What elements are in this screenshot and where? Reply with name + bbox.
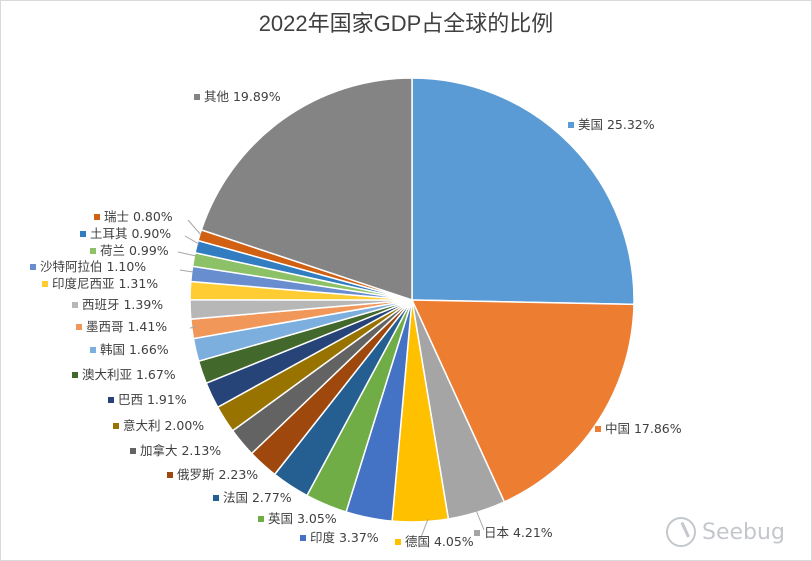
legend-swatch: [30, 264, 36, 270]
data-label: 印度尼西亚 1.31%: [52, 276, 158, 291]
legend-swatch: [108, 397, 114, 403]
legend-swatch: [258, 516, 264, 522]
legend-swatch: [42, 281, 48, 287]
leader-line: [189, 326, 197, 329]
data-label: 美国 25.32%: [578, 117, 655, 132]
legend-swatch: [300, 535, 306, 541]
data-label: 意大利 2.00%: [123, 418, 204, 433]
data-label: 沙特阿拉伯 1.10%: [40, 259, 146, 274]
leader-line: [177, 251, 197, 257]
legend-swatch: [568, 122, 574, 128]
data-label: 巴西 1.91%: [118, 392, 187, 407]
legend-swatch: [595, 426, 601, 432]
data-label: 法国 2.77%: [223, 490, 292, 505]
legend-swatch: [113, 423, 119, 429]
data-label: 韩国 1.66%: [100, 342, 169, 357]
leader-line: [187, 219, 202, 236]
legend-swatch: [76, 324, 82, 330]
data-label: 俄罗斯 2.23%: [177, 467, 258, 482]
leader-line: [184, 235, 200, 245]
data-label: 加拿大 2.13%: [140, 443, 221, 458]
legend-swatch: [94, 214, 100, 220]
pie-slice: [200, 77, 413, 302]
leader-line: [179, 269, 194, 273]
legend-swatch: [130, 448, 136, 454]
data-label: 澳大利亚 1.67%: [82, 367, 176, 382]
data-label: 其他 19.89%: [204, 89, 281, 104]
pie-slice: [410, 299, 635, 503]
legend-swatch: [213, 495, 219, 501]
seebug-logo-icon: [666, 517, 696, 547]
legend-swatch: [90, 248, 96, 254]
legend-swatch: [80, 231, 86, 237]
watermark-text: Seebug: [702, 519, 785, 545]
leader-line: [475, 509, 485, 531]
data-label: 日本 4.21%: [484, 525, 553, 540]
data-label: 印度 3.37%: [310, 530, 379, 545]
legend-swatch: [72, 302, 78, 308]
legend-swatch: [90, 347, 96, 353]
data-label: 荷兰 0.99%: [100, 243, 169, 258]
legend-swatch: [167, 472, 173, 478]
data-label: 中国 17.86%: [605, 421, 682, 436]
legend-swatch: [474, 530, 480, 536]
data-label: 德国 4.05%: [405, 534, 474, 549]
data-label: 西班牙 1.39%: [82, 297, 163, 312]
data-label: 瑞士 0.80%: [104, 209, 173, 224]
data-label: 英国 3.05%: [268, 511, 337, 526]
data-label: 墨西哥 1.41%: [86, 319, 167, 334]
legend-swatch: [194, 94, 200, 100]
leader-line: [419, 518, 429, 541]
legend-swatch: [395, 539, 401, 545]
pie-slice: [411, 77, 635, 306]
watermark: Seebug: [666, 512, 785, 552]
legend-swatch: [72, 372, 78, 378]
data-label: 土耳其 0.90%: [90, 226, 171, 241]
chart-title: 2022年国家GDP占全球的比例: [258, 11, 554, 36]
